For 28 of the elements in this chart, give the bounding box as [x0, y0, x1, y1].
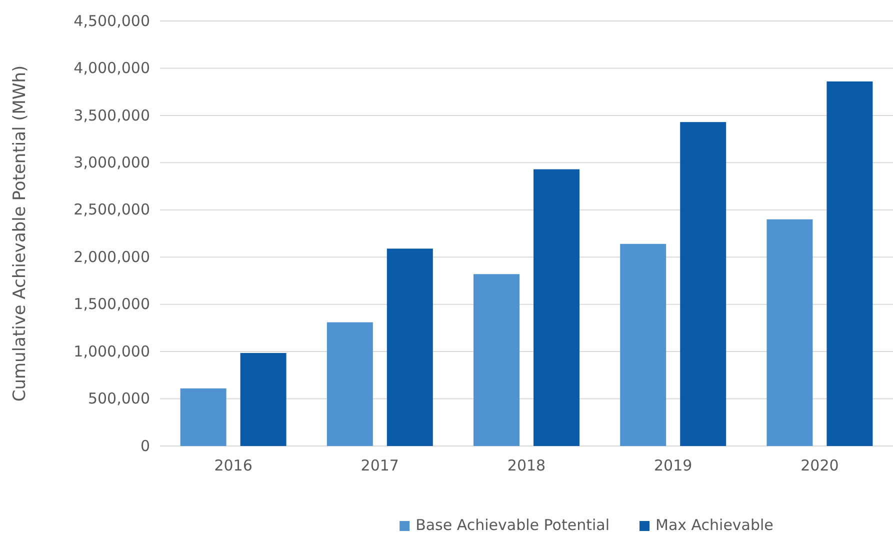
x-tick-label: 2019 — [654, 456, 692, 475]
y-tick-label: 500,000 — [88, 390, 150, 408]
y-tick-label: 1,500,000 — [74, 295, 150, 314]
bar — [240, 352, 286, 446]
bar — [474, 274, 520, 446]
x-tick-label: 2016 — [214, 456, 252, 475]
bar — [826, 81, 873, 446]
y-tick-label: 0 — [140, 436, 150, 455]
y-tick-label: 4,500,000 — [74, 12, 150, 30]
y-tick-label: 4,000,000 — [74, 59, 150, 78]
y-axis-title: Cumulative Achievable Potential (MWh) — [10, 65, 30, 402]
y-tick-label: 2,000,000 — [74, 248, 150, 266]
bar — [680, 122, 726, 446]
y-tick-label: 3,500,000 — [74, 106, 150, 124]
legend-label: Base Achievable Potential — [416, 516, 610, 534]
y-tick-label: 3,000,000 — [74, 153, 150, 172]
bar — [180, 388, 226, 446]
x-tick-label: 2017 — [360, 456, 399, 475]
bar — [766, 219, 813, 446]
bar — [326, 322, 373, 446]
y-tick-label: 1,000,000 — [74, 342, 150, 360]
x-tick-label: 2020 — [800, 456, 839, 475]
legend-label: Max Achievable — [656, 516, 774, 534]
bar — [620, 244, 666, 446]
bar — [534, 169, 580, 446]
bar — [386, 248, 433, 446]
x-tick-label: 2018 — [507, 456, 546, 475]
y-tick-label: 2,500,000 — [74, 200, 150, 219]
